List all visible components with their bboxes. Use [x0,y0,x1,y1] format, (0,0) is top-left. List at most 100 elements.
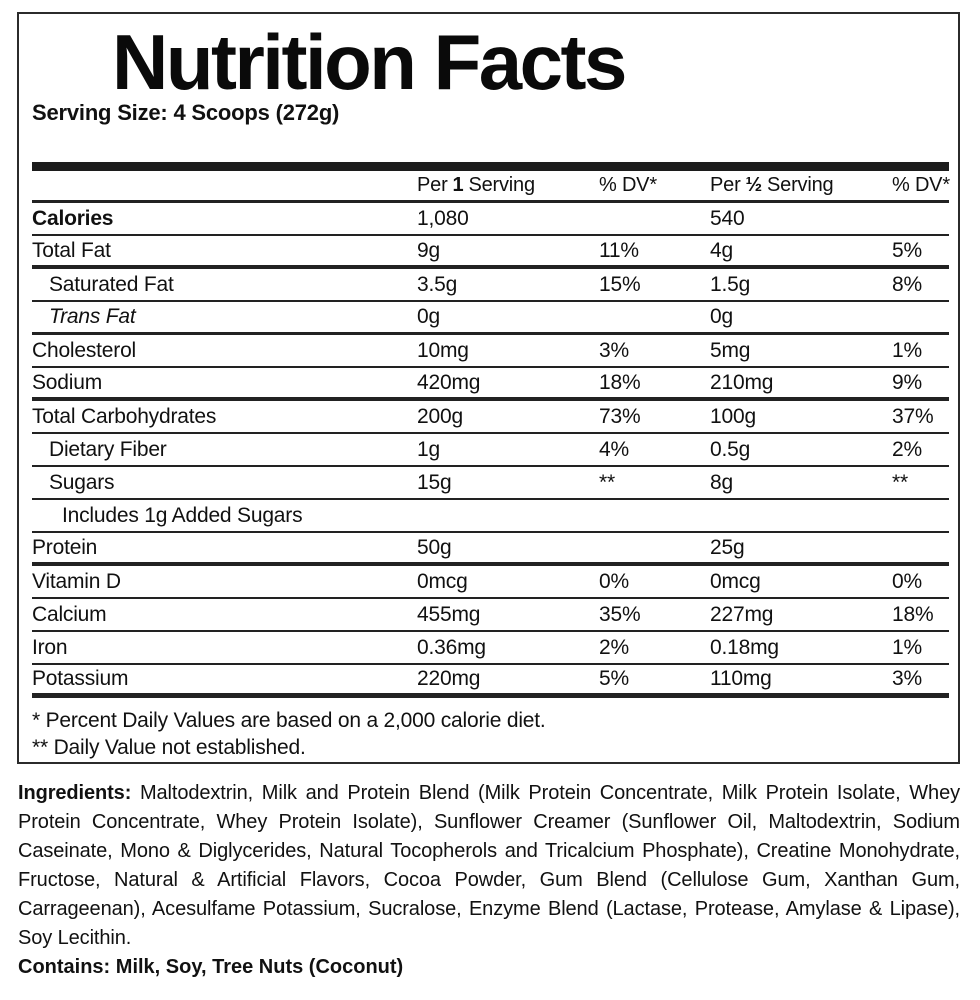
dv-per-half-serving: 8% [892,272,922,296]
value-per-1-serving: 1g [417,437,440,461]
value-per-half-serving: 8g [710,470,733,494]
table-header-row: Per 1 Serving % DV* Per ½ Serving % DV* [32,171,950,203]
footnote-not-established: ** Daily Value not established. [32,736,306,759]
nutrition-facts-panel: Nutrition Facts Serving Size: 4 Scoops (… [17,12,960,764]
header-per-1-post: Serving [468,174,535,196]
dv-per-half-serving: 2% [892,437,922,461]
header-dv-2: % DV* [892,174,950,196]
dv-per-half-serving: 3% [892,667,922,690]
value-per-half-serving: 25g [710,535,745,559]
header-per-1-pre: Per [417,174,448,196]
dv-per-half-serving: 18% [892,602,934,626]
header-dv-1: % DV* [599,174,657,196]
dv-per-1-serving: 18% [599,370,641,394]
value-per-half-serving: 0mcg [710,569,761,593]
dv-per-1-serving: 0% [599,569,629,593]
dv-per-1-serving: 3% [599,338,629,362]
nutrient-row: Saturated Fat 3.5g 15% 1.5g 8% [32,269,949,302]
dv-per-1-serving: 15% [599,272,641,296]
table-top-bar [32,162,949,171]
dv-per-1-serving: 4% [599,437,629,461]
dv-per-1-serving: 2% [599,635,629,659]
ingredients-paragraph: Ingredients: Maltodextrin, Milk and Prot… [18,779,960,953]
nutrient-row: Sugars 15g ** 8g ** [32,467,949,500]
nutrient-row: Total Carbohydrates 200g 73% 100g 37% [32,401,949,434]
contains-line: Contains: Milk, Soy, Tree Nuts (Coconut) [18,953,960,982]
value-per-half-serving: 0.5g [710,437,751,461]
value-per-1-serving: 0mcg [417,569,468,593]
value-per-1-serving: 3.5g [417,272,458,296]
nutrient-label: Calories [32,206,114,230]
nutrient-row: Protein 50g 25g [32,533,949,566]
nutrient-row: Trans Fat 0g 0g [32,302,949,335]
ingredients-text: Maltodextrin, Milk and Protein Blend (Mi… [18,782,960,949]
footnote-daily-values: * Percent Daily Values are based on a 2,… [32,709,546,732]
value-per-1-serving: 420mg [417,370,481,394]
header-per-half-num: ½ [745,174,763,196]
dv-per-1-serving: 35% [599,602,641,626]
value-per-1-serving: 0.36mg [417,635,486,659]
dv-per-half-serving: 5% [892,238,922,262]
dv-per-half-serving: 1% [892,635,922,659]
nutrient-label: Dietary Fiber [49,437,167,461]
nutrient-row: Calcium 455mg 35% 227mg 18% [32,599,949,632]
dv-per-half-serving: ** [892,470,908,494]
header-per-half-pre: Per [710,174,741,196]
nutrient-label: Iron [32,635,68,659]
dv-per-1-serving: ** [599,470,615,494]
nutrient-label: Sodium [32,370,103,394]
dv-per-half-serving: 0% [892,569,922,593]
nutrient-row: Cholesterol 10mg 3% 5mg 1% [32,335,949,368]
nutrient-label: Vitamin D [32,569,121,593]
nutrient-row: Total Fat 9g 11% 4g 5% [32,236,949,269]
nutrient-row: Potassium 220mg 5% 110mg 3% [32,665,949,698]
value-per-half-serving: 210mg [710,370,774,394]
value-per-half-serving: 110mg [710,667,772,690]
nutrient-row: Calories 1,080 540 [32,203,949,236]
ingredients-heading: Ingredients: [18,782,140,804]
nutrient-label: Total Carbohydrates [32,404,217,428]
nutrient-row: Vitamin D 0mcg 0% 0mcg 0% [32,566,949,599]
nutrient-label: Protein [32,535,98,559]
value-per-1-serving: 50g [417,535,452,559]
nutrient-row: Iron 0.36mg 2% 0.18mg 1% [32,632,949,665]
nutrition-facts-title: Nutrition Facts [112,18,627,106]
value-per-half-serving: 100g [710,404,756,428]
value-per-1-serving: 0g [417,305,440,328]
contains-text: Milk, Soy, Tree Nuts (Coconut) [115,956,404,978]
nutrient-row: Sodium 420mg 18% 210mg 9% [32,368,949,401]
nutrient-label: Potassium [32,667,129,690]
value-per-1-serving: 1,080 [417,206,469,230]
nutrient-label: Sugars [49,470,115,494]
nutrient-row: Includes 1g Added Sugars [32,500,949,533]
value-per-1-serving: 9g [417,238,440,262]
nutrition-table: Per 1 Serving % DV* Per ½ Serving % DV* Calo… [32,162,950,761]
header-per-1-num: 1 [452,174,464,196]
contains-heading: Contains: [18,956,116,978]
dv-per-half-serving: 37% [892,404,934,428]
value-per-1-serving: 200g [417,404,463,428]
header-per-1-serving: Per 1 Serving [417,174,599,197]
dv-per-1-serving: 73% [599,404,641,428]
value-per-1-serving: 220mg [417,667,481,690]
value-per-half-serving: 4g [710,238,733,262]
nutrient-label: Saturated Fat [49,272,174,296]
nutrient-rows: Calories 1,080 540 Total Fat 9g 11% 4g 5… [32,203,949,698]
value-per-half-serving: 540 [710,206,745,230]
value-per-half-serving: 5mg [710,338,751,362]
bottom-text-block: Ingredients: Maltodextrin, Milk and Prot… [18,779,960,982]
nutrient-label: Calcium [32,602,107,626]
value-per-half-serving: 227mg [710,602,774,626]
value-per-half-serving: 1.5g [710,272,751,296]
nutrient-label: Cholesterol [32,338,137,362]
value-per-1-serving: 15g [417,470,452,494]
dv-per-1-serving: 5% [599,667,629,690]
value-per-1-serving: 455mg [417,602,481,626]
header-per-half-post: Serving [767,174,834,196]
footnotes: * Percent Daily Values are based on a 2,… [32,698,949,761]
header-per-half-serving: Per ½ Serving [710,174,892,197]
nutrient-label: Total Fat [32,238,111,262]
dv-per-1-serving: 11% [599,238,639,262]
value-per-half-serving: 0g [710,305,733,328]
